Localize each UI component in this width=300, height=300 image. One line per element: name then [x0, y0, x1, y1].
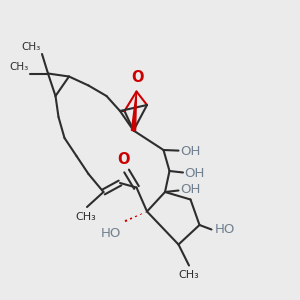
Text: CH₃: CH₃: [21, 43, 40, 52]
Text: CH₃: CH₃: [9, 62, 28, 72]
Text: CH₃: CH₃: [75, 212, 96, 221]
Polygon shape: [131, 92, 136, 131]
Text: OH: OH: [180, 183, 200, 196]
Text: HO: HO: [214, 223, 235, 236]
Text: O: O: [117, 152, 130, 166]
Text: CH₃: CH₃: [178, 270, 200, 280]
Text: OH: OH: [184, 167, 205, 180]
Text: O: O: [132, 70, 144, 86]
Text: OH: OH: [180, 145, 200, 158]
Text: HO: HO: [101, 227, 122, 240]
